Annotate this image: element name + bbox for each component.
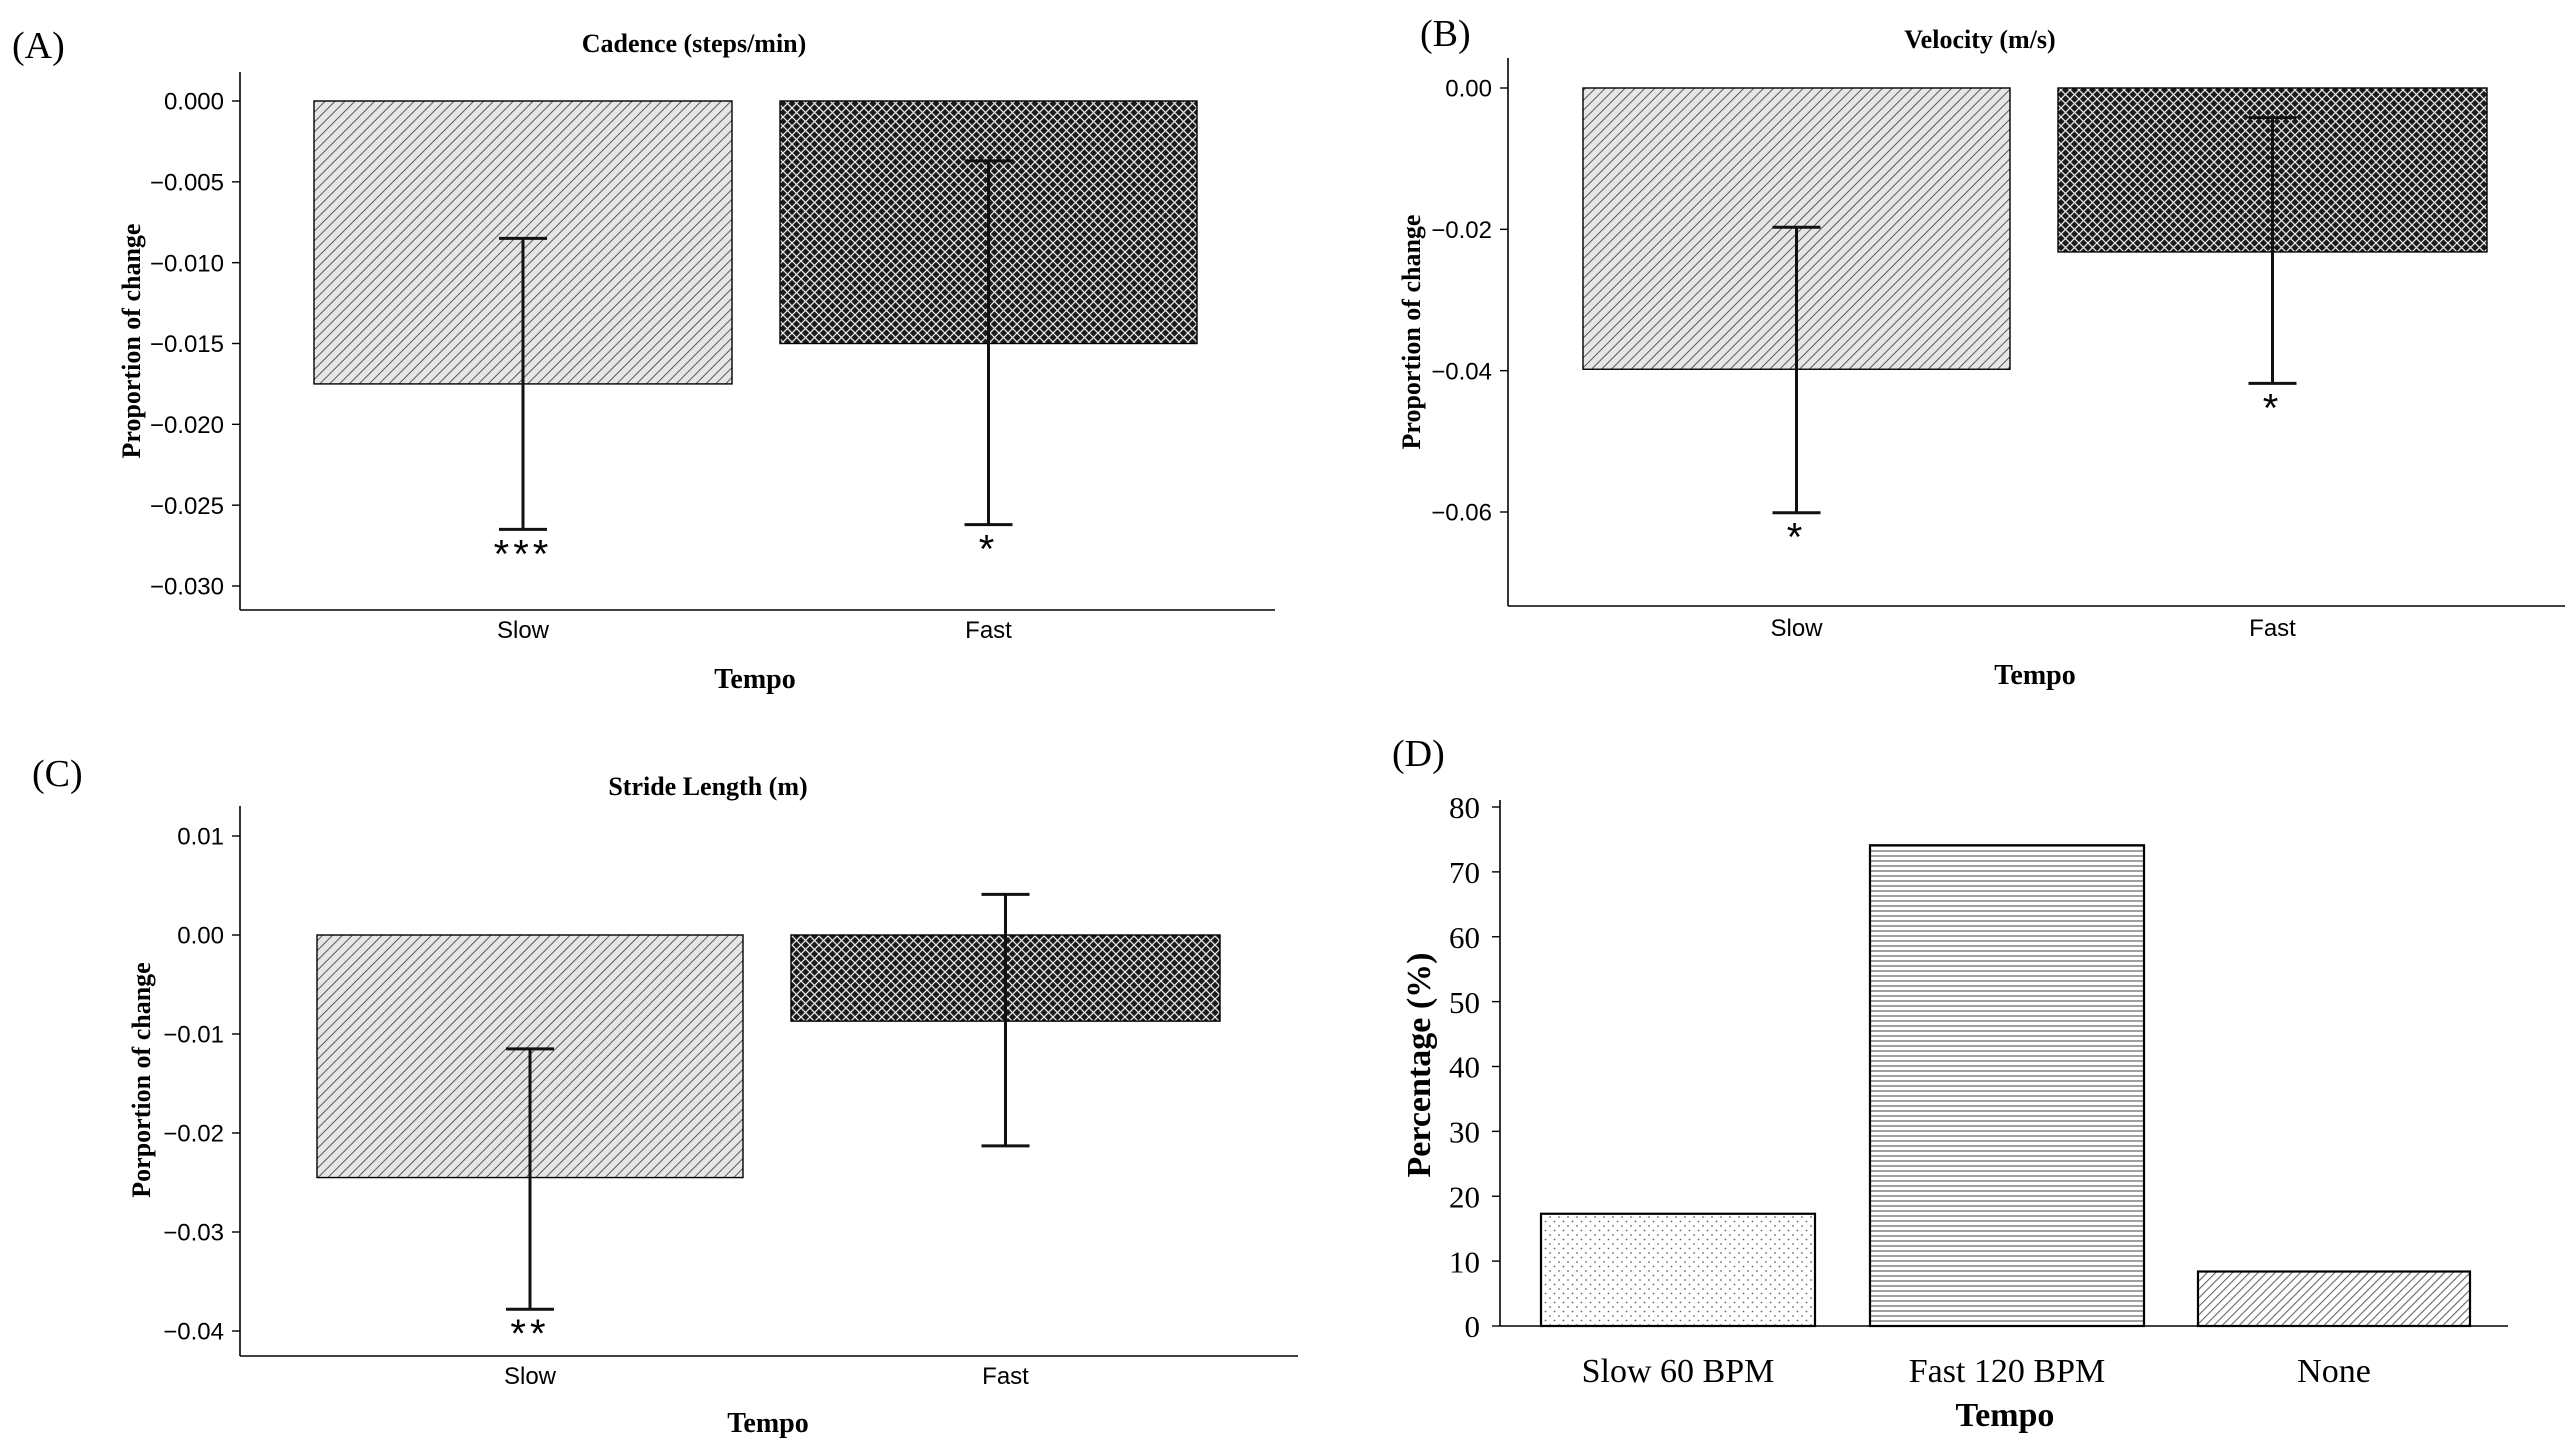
significance-marker: *** — [494, 532, 553, 576]
y-tick-label: 50 — [1449, 985, 1480, 1020]
x-tick-label: None — [2297, 1353, 2371, 1390]
panel-label: (A) — [12, 25, 65, 67]
bar — [2196, 1270, 2472, 1328]
x-tick-label: Slow — [1770, 615, 1823, 642]
y-tick-label: 70 — [1449, 855, 1480, 890]
y-tick-label: 0.00 — [1445, 76, 1492, 103]
y-tick-label: 0.000 — [164, 89, 224, 116]
bar — [1539, 1212, 1817, 1328]
panel-a: (A) Cadence (steps/min) 0.000 −0.005 −0.010 −… — [12, 25, 1275, 695]
y-tick-label: −0.04 — [163, 1319, 224, 1346]
y-axis-label: Proportion of change — [117, 224, 146, 459]
significance-marker: ** — [510, 1312, 549, 1356]
y-tick-label: −0.02 — [1431, 217, 1492, 244]
y-tick-label: −0.025 — [150, 493, 224, 520]
y-tick-label: −0.06 — [1431, 500, 1492, 527]
x-tick-label: Fast — [965, 617, 1012, 644]
y-tick-label: 60 — [1449, 920, 1480, 955]
y-tick-label: −0.01 — [163, 1022, 224, 1049]
y-tick-label: 0.01 — [177, 824, 224, 851]
panel-label: (D) — [1392, 733, 1445, 775]
y-tick-label: −0.010 — [150, 250, 224, 277]
chart-title: Cadence (steps/min) — [582, 29, 807, 58]
significance-marker: * — [979, 528, 999, 572]
y-axis-label: Percentage (%) — [1401, 953, 1438, 1178]
y-axis-label: Porportion of change — [127, 962, 156, 1197]
y-tick-label: 0.00 — [177, 923, 224, 950]
significance-marker: * — [2263, 386, 2283, 430]
panel-c: (C) Stride Length (m) 0.01 0.00 −0.01 −0.02 −0… — [32, 753, 1298, 1439]
chart-title: Stride Length (m) — [608, 772, 807, 801]
y-tick-label: −0.005 — [150, 169, 224, 196]
significance-marker: * — [1787, 516, 1807, 560]
y-tick-label: 20 — [1449, 1179, 1480, 1214]
x-tick-label: Slow 60 BPM — [1582, 1353, 1775, 1390]
x-tick-label: Slow — [497, 617, 550, 644]
bar — [1868, 844, 2146, 1328]
panel-label: (C) — [32, 753, 83, 795]
panel-d: (D) 0 10 20 30 40 50 60 70 80 Slow 60 BPM Fast 120 … — [1392, 733, 2508, 1434]
y-tick-label: 0 — [1465, 1309, 1481, 1344]
y-tick-label: −0.030 — [150, 574, 224, 601]
y-tick-label: −0.04 — [1431, 358, 1492, 385]
x-tick-label: Fast 120 BPM — [1909, 1353, 2106, 1390]
panel-label: (B) — [1420, 13, 1471, 55]
x-tick-label: Slow — [504, 1363, 557, 1390]
y-tick-label: 80 — [1449, 790, 1480, 825]
chart-title: Velocity (m/s) — [1904, 25, 2055, 54]
y-tick-label: 10 — [1449, 1244, 1480, 1279]
x-axis-label: Tempo — [714, 664, 795, 695]
y-tick-label: 40 — [1449, 1050, 1480, 1085]
x-axis-label: Tempo — [727, 1408, 808, 1439]
x-tick-label: Fast — [2249, 615, 2296, 642]
y-tick-label: −0.020 — [150, 412, 224, 439]
y-tick-label: −0.03 — [163, 1220, 224, 1247]
x-axis-label: Tempo — [1994, 660, 2075, 691]
y-tick-label: −0.015 — [150, 331, 224, 358]
y-tick-label: −0.02 — [163, 1121, 224, 1148]
x-axis-label: Tempo — [1956, 1397, 2055, 1434]
y-axis-label: Proportion of change — [1397, 215, 1426, 450]
y-tick-label: 30 — [1449, 1115, 1480, 1150]
panel-b: (B) Velocity (m/s) 0.00 −0.02 −0.04 −0.06 * Slo… — [1397, 13, 2565, 691]
x-tick-label: Fast — [982, 1363, 1029, 1390]
